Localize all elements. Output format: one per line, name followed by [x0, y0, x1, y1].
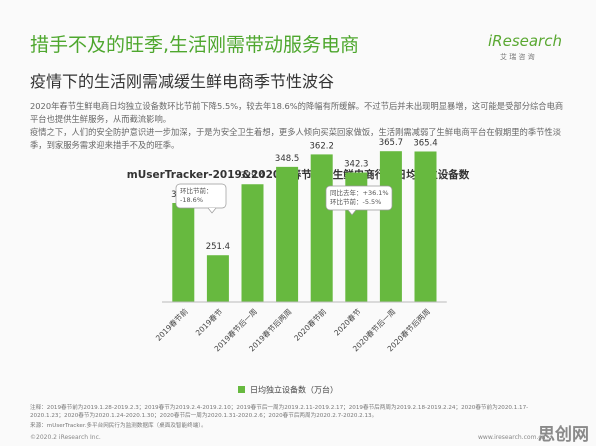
bar [310, 154, 333, 302]
bar [276, 166, 299, 302]
bar [206, 255, 229, 302]
x-tick-label: 2020春节 [332, 306, 364, 338]
callout-box [325, 185, 393, 211]
value-label: 365.7 [379, 138, 403, 148]
x-tick-label: 2020春节前 [292, 306, 329, 343]
source: 来源：mUserTracker.多平台网民行为监测数据库（桌面及智能终端）。 [30, 423, 207, 429]
callout-text: -18.6% [180, 196, 203, 204]
logo: iResearch [488, 32, 562, 50]
bar [379, 151, 402, 302]
callout-text: 环比节前： [180, 186, 213, 195]
callout-text: 同比去年：+36.1% [330, 188, 389, 197]
logo-sub: 艾 瑞 咨 询 [500, 53, 535, 61]
note: 注释：2019春节前为2019.1.28-2019.2.3；2019春节为201… [30, 405, 529, 419]
legend-swatch [238, 386, 245, 393]
value-label: 365.4 [413, 138, 437, 148]
bar [414, 151, 437, 302]
value-label: 342.3 [344, 160, 368, 170]
copyright: ©2020.2 iResearch Inc. [30, 434, 101, 441]
watermark: 思创网 [538, 425, 589, 445]
callout-pointer [207, 207, 217, 214]
value-label: 329.4 [240, 171, 264, 181]
website: www.iresearch.com.cn [478, 434, 546, 441]
callout-pointer [347, 209, 357, 216]
paragraph: 疫情之下，人们的安全防护意识进一步加深，于是为安全卫生着想，更多人倾向买菜回家做… [30, 127, 562, 150]
x-tick-label: 2019春节 [193, 306, 225, 338]
bar [172, 202, 195, 302]
legend-label: 日均独立设备数（万台） [250, 385, 338, 395]
callout-text: 环比节前：-5.5% [330, 197, 381, 206]
bar [241, 184, 264, 302]
slide-title: 措手不及的旺季,生活刚需带动服务电商 [30, 34, 360, 56]
callout-box [175, 183, 227, 209]
value-label: 251.4 [206, 242, 230, 252]
subtitle: 疫情下的生活刚需减缓生鲜电商季节性波谷 [30, 72, 335, 91]
value-label: 362.2 [310, 141, 334, 151]
paragraph: 2020年春节生鲜电商日均独立设备数环比节前下降5.5%，较去年18.6%的降幅… [30, 101, 564, 124]
value-label: 348.5 [275, 154, 299, 164]
x-tick-label: 2019春节前 [153, 306, 190, 343]
